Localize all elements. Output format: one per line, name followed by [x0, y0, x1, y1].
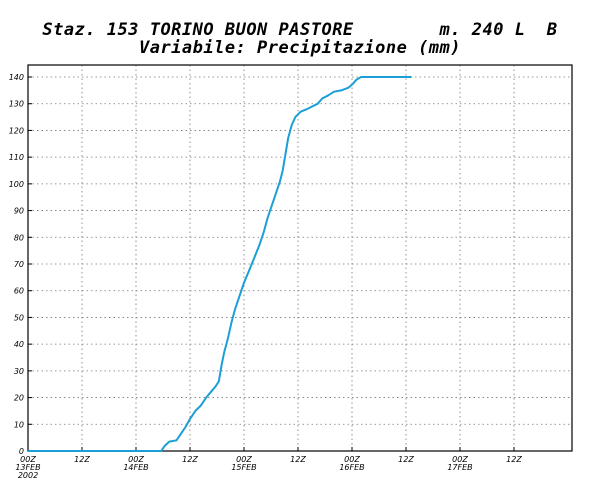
y-tick-label: 50 — [14, 313, 24, 322]
x-tick-label: 00Z — [452, 455, 468, 464]
y-tick-label: 100 — [9, 180, 24, 189]
x-tick-label: 00Z — [20, 455, 36, 464]
chart-subtitle: Variabile: Precipitazione (mm) — [138, 38, 462, 58]
x-tick-label: 00Z — [128, 455, 144, 464]
x-tick-label: 12Z — [290, 455, 306, 464]
y-tick-label: 110 — [9, 153, 24, 162]
y-tick-label: 130 — [9, 100, 24, 109]
series-layer — [28, 76, 412, 452]
plot-frame — [27, 64, 573, 452]
y-axis-ticks: 0 10 20 30 40 50 60 70 80 90 100 110 120 130 140 — [9, 73, 32, 456]
y-tick-label: 10 — [14, 420, 24, 429]
x-tick-label: 17FEB — [447, 463, 472, 472]
x-tick-label: 00Z — [344, 455, 360, 464]
x-tick-label: 12Z — [74, 455, 90, 464]
x-tick-label: 14FEB — [123, 463, 148, 472]
y-tick-label: 30 — [14, 367, 24, 376]
x-tick-label: 13FEB — [15, 463, 40, 472]
y-tick-label: 0 — [19, 447, 24, 456]
x-tick-label: 12Z — [506, 455, 522, 464]
x-tick-label: 12Z — [182, 455, 198, 464]
x-tick-label: 15FEB — [231, 463, 256, 472]
y-tick-label: 60 — [14, 287, 24, 296]
x-tick-label: 16FEB — [339, 463, 364, 472]
y-tick-label: 120 — [9, 126, 24, 135]
x-tick-label: 00Z — [236, 455, 252, 464]
x-tick-label: 12Z — [398, 455, 414, 464]
x-tick-label: 2002 — [18, 471, 38, 480]
y-tick-label: 140 — [9, 73, 24, 82]
y-tick-label: 80 — [14, 233, 24, 242]
y-tick-label: 20 — [14, 394, 24, 403]
y-tick-label: 70 — [14, 260, 24, 269]
precipitation-line — [28, 76, 412, 452]
y-tick-label: 40 — [14, 340, 24, 349]
grid-layer — [28, 65, 572, 451]
chart-title: Staz. 153 TORINO BUON PASTORE m. 240 L B — [42, 20, 558, 40]
y-tick-label: 90 — [14, 207, 24, 216]
